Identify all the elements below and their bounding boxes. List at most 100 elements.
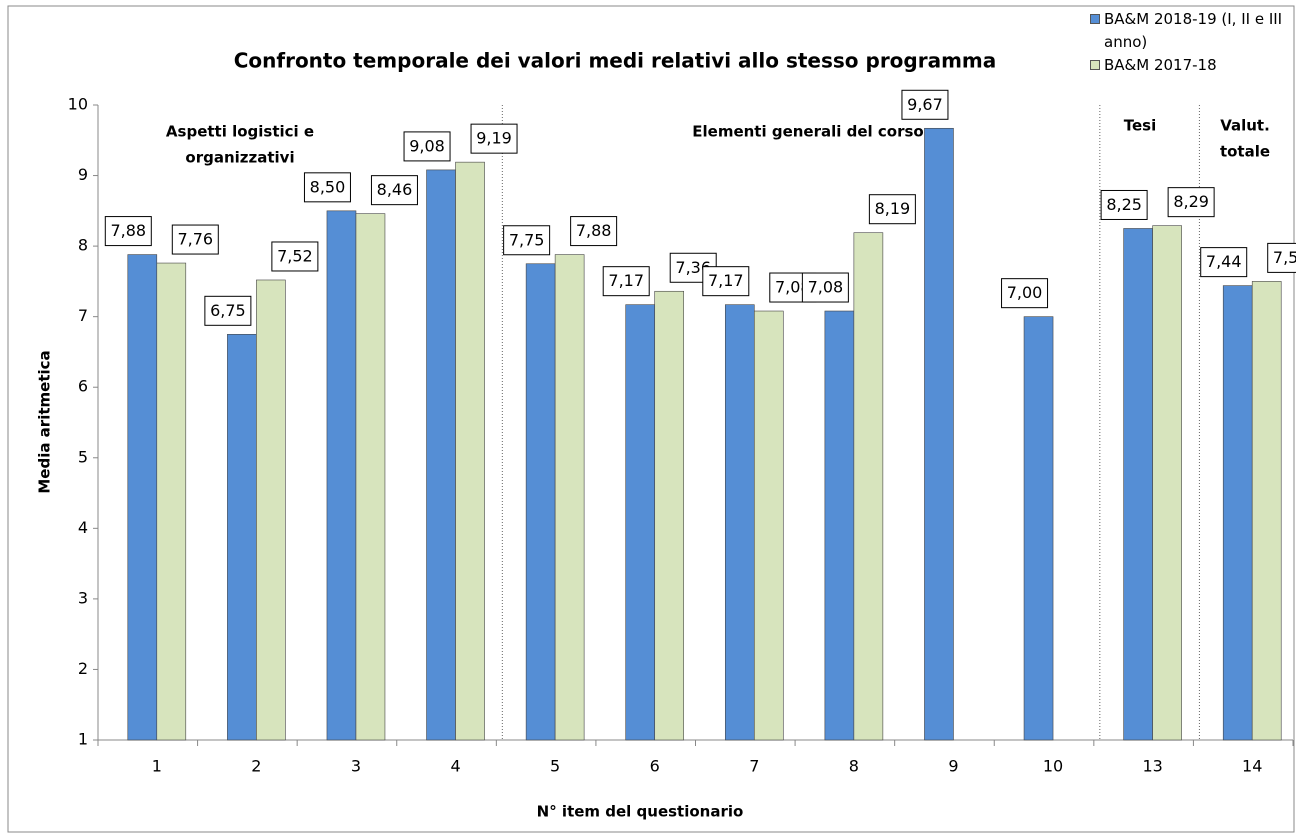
data-label: 8,46 <box>377 180 413 199</box>
legend-swatch <box>1090 14 1100 24</box>
bar <box>227 334 257 741</box>
bar <box>853 232 884 741</box>
bar <box>625 304 656 741</box>
data-label: 7,44 <box>1206 252 1242 271</box>
data-label-box <box>702 266 750 297</box>
data-label-box <box>503 225 551 256</box>
bar <box>924 127 954 741</box>
data-label-box <box>1001 278 1049 309</box>
y-axis-label: Media aritmetica <box>36 350 54 493</box>
section-label: Valut. <box>1220 117 1270 135</box>
data-label-box <box>403 131 451 162</box>
bar <box>824 310 855 741</box>
data-label-box <box>1100 189 1148 220</box>
x-tick-label: 9 <box>948 757 958 776</box>
data-label-box <box>1267 242 1296 273</box>
y-tick-label: 9 <box>78 165 88 184</box>
data-label: 7,17 <box>708 271 744 290</box>
bar <box>525 263 556 741</box>
data-label: 9,19 <box>476 129 512 148</box>
data-label: 9,08 <box>409 136 445 155</box>
legend-label: BA&M 2018-19 (I, II e III anno) <box>1104 10 1283 51</box>
y-tick-label: 7 <box>78 306 88 325</box>
data-label-box <box>204 295 252 326</box>
x-tick-label: 6 <box>650 757 660 776</box>
data-label: 7,17 <box>608 271 644 290</box>
bar <box>256 279 286 741</box>
y-tick-label: 5 <box>78 447 88 466</box>
bar <box>654 290 685 741</box>
bar <box>355 213 386 741</box>
data-label: 7,08 <box>775 278 811 297</box>
bar <box>127 254 158 741</box>
data-label-box <box>901 89 949 120</box>
bar <box>1023 316 1054 741</box>
legend-item: BA&M 2018-19 (I, II e III anno) <box>1090 8 1294 54</box>
x-tick-label: 3 <box>351 757 361 776</box>
data-label: 7,75 <box>509 230 545 249</box>
legend-item: BA&M 2017-18 <box>1090 54 1294 77</box>
legend-swatch <box>1090 60 1100 70</box>
y-tick-label: 3 <box>78 588 88 607</box>
section-label: organizzativi <box>185 149 294 167</box>
x-tick-label: 13 <box>1142 757 1162 776</box>
data-label-box <box>1200 247 1248 278</box>
data-label-box <box>370 175 418 206</box>
bar <box>724 304 755 741</box>
bar <box>1123 228 1153 741</box>
data-label-box <box>602 266 650 297</box>
bar <box>1152 225 1182 741</box>
legend-label: BA&M 2017-18 <box>1104 56 1217 74</box>
bar <box>554 254 585 741</box>
data-label-box <box>1167 187 1215 218</box>
y-tick-label: 1 <box>78 730 88 749</box>
y-tick-label: 8 <box>78 236 88 255</box>
section-label: totale <box>1220 143 1270 161</box>
data-label: 8,50 <box>310 177 346 196</box>
data-label: 7,88 <box>110 221 146 240</box>
bar <box>455 161 485 741</box>
x-tick-label: 5 <box>550 757 560 776</box>
data-label-box <box>271 241 319 272</box>
bar <box>753 310 784 741</box>
data-label-box <box>868 194 916 225</box>
data-label: 7,00 <box>1007 283 1043 302</box>
data-label: 7,88 <box>576 221 612 240</box>
chart-title: Confronto temporale dei valori medi rela… <box>234 49 997 73</box>
section-label: Aspetti logistici e <box>166 123 314 141</box>
x-tick-label: 7 <box>749 757 759 776</box>
bar <box>156 262 187 741</box>
x-tick-label: 14 <box>1242 757 1262 776</box>
y-tick-label: 2 <box>78 659 88 678</box>
y-tick-label: 10 <box>68 95 88 114</box>
data-label: 8,29 <box>1173 192 1209 211</box>
data-label-box <box>104 216 152 247</box>
data-label: 7,76 <box>177 230 213 249</box>
data-label-box <box>171 224 219 255</box>
section-label: Tesi <box>1124 117 1156 135</box>
y-tick-label: 6 <box>78 377 88 396</box>
data-label: 8,25 <box>1106 195 1142 214</box>
x-axis-label: N° item del questionario <box>537 803 744 821</box>
bar <box>326 210 357 741</box>
data-label: 7,50 <box>1273 248 1296 267</box>
bar <box>426 169 456 741</box>
x-tick-label: 8 <box>849 757 859 776</box>
data-label: 7,36 <box>675 258 711 277</box>
bar <box>1222 285 1253 741</box>
x-tick-label: 2 <box>251 757 261 776</box>
data-label-box <box>303 172 351 203</box>
y-tick-label: 4 <box>78 518 88 537</box>
data-label: 8,19 <box>875 199 911 218</box>
x-tick-label: 4 <box>450 757 460 776</box>
bar <box>1251 281 1282 741</box>
data-label: 7,52 <box>277 246 313 265</box>
data-label: 7,08 <box>808 278 844 297</box>
data-label: 6,75 <box>210 301 246 320</box>
x-tick-label: 10 <box>1043 757 1063 776</box>
section-label: Elementi generali del corso <box>692 123 923 141</box>
data-label-box <box>470 123 518 154</box>
data-label-box <box>801 272 849 303</box>
